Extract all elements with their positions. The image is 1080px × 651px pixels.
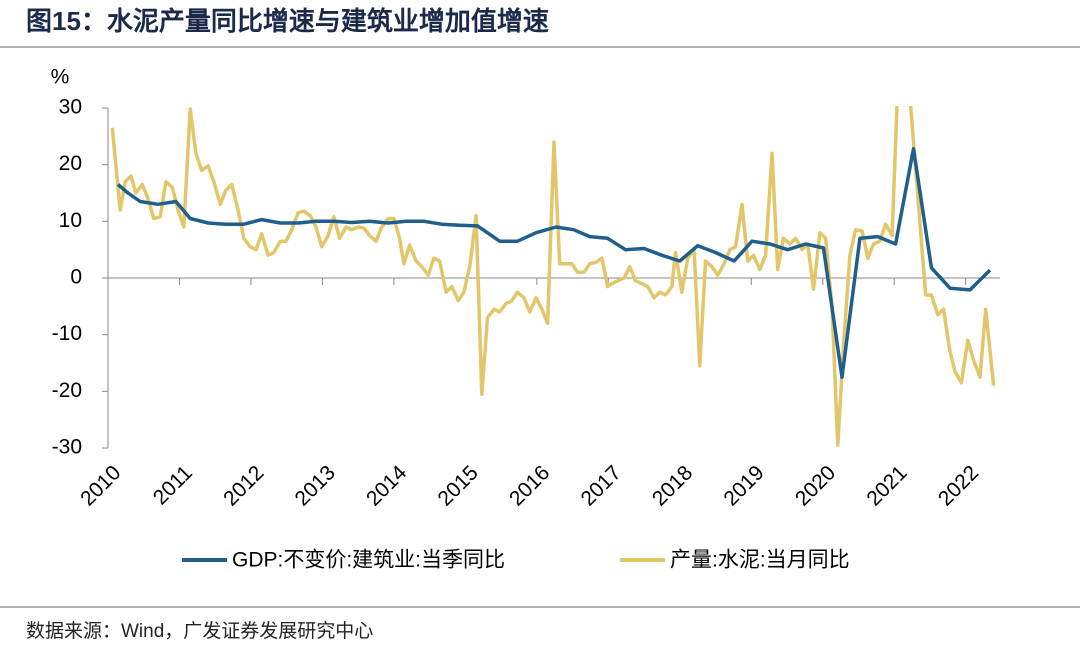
x-tick-label: 2010: [76, 461, 125, 510]
legend-label: 产量:水泥:当月同比: [670, 549, 850, 572]
y-tick-label: 30: [59, 96, 82, 119]
x-tick-label: 2019: [719, 461, 768, 510]
x-tick-label: 2011: [149, 461, 197, 509]
x-tick-label: 2016: [505, 461, 554, 510]
x-tick-label: 2013: [291, 461, 340, 510]
x-tick-label: 2020: [791, 461, 840, 510]
y-tick-label: 20: [59, 152, 82, 175]
y-tick-label: -10: [52, 322, 82, 345]
x-tick-label: 2021: [862, 461, 911, 510]
y-tick-label: 0: [70, 266, 82, 289]
x-tick-label: 2015: [434, 461, 483, 510]
y-tick-label: -30: [52, 436, 82, 459]
chart-title: 图15：水泥产量同比增速与建筑业增加值增速: [26, 6, 549, 36]
legend-label: GDP:不变价:建筑业:当季同比: [232, 549, 505, 572]
x-tick-label: 2014: [362, 461, 412, 511]
x-tick-label: 2017: [576, 461, 625, 510]
x-tick-label: 2018: [648, 461, 697, 510]
y-axis-label: %: [51, 66, 70, 89]
x-tick-label: 2022: [934, 461, 983, 510]
y-tick-label: 10: [59, 209, 82, 232]
y-tick-label: -20: [52, 379, 82, 402]
x-tick-label: 2012: [219, 461, 268, 510]
source-note: 数据来源：Wind，广发证券发展研究中心: [26, 620, 373, 642]
series-line: [116, 147, 992, 379]
